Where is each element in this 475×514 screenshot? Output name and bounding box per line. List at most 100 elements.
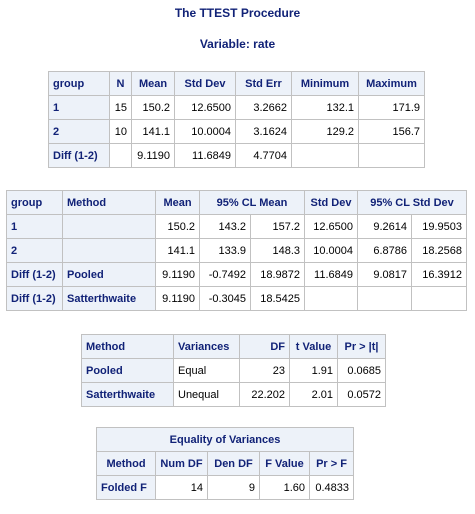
cell bbox=[291, 143, 359, 168]
cell: 14 bbox=[155, 475, 208, 500]
cell: 10.0004 bbox=[174, 119, 236, 144]
column-header: Maximum bbox=[358, 71, 425, 96]
cell: 129.2 bbox=[291, 119, 359, 144]
table-row: Diff (1-2) Satterthwaite 9.1190 -0.3045 … bbox=[6, 286, 467, 311]
variable-title: Variable: rate bbox=[199, 37, 276, 51]
cell: 11.6849 bbox=[174, 143, 236, 168]
cell: 2.01 bbox=[289, 382, 338, 407]
cell bbox=[358, 143, 425, 168]
table-header-row: group Method Mean 95% CL Mean Std Dev 95… bbox=[6, 190, 467, 215]
column-header: Num DF bbox=[155, 451, 208, 476]
cell: 23 bbox=[239, 358, 290, 383]
row-header: Diff (1-2) bbox=[6, 262, 63, 287]
cell: 15 bbox=[109, 95, 132, 120]
cell: 9 bbox=[207, 475, 260, 500]
equality-of-variances-table: Equality of Variances Method Num DF Den … bbox=[96, 427, 354, 500]
column-header: Variances bbox=[173, 334, 240, 359]
row-header: Pooled bbox=[81, 358, 174, 383]
column-header: group bbox=[6, 190, 63, 215]
table-row: Diff (1-2) 9.1190 11.6849 4.7704 bbox=[48, 143, 425, 168]
cell: 157.2 bbox=[250, 214, 305, 239]
cell: -0.7492 bbox=[199, 262, 251, 287]
column-header: DF bbox=[239, 334, 290, 359]
cell: 6.8786 bbox=[357, 238, 412, 263]
cell: 18.5425 bbox=[250, 286, 305, 311]
cell: Equal bbox=[173, 358, 240, 383]
cell: 9.1190 bbox=[131, 143, 175, 168]
column-header: Std Err bbox=[235, 71, 292, 96]
column-header: N bbox=[109, 71, 132, 96]
table-row: Diff (1-2) Pooled 9.1190 -0.7492 18.9872… bbox=[6, 262, 467, 287]
cell: 12.6500 bbox=[304, 214, 358, 239]
cell: 9.2614 bbox=[357, 214, 412, 239]
cell: 10.0004 bbox=[304, 238, 358, 263]
cell: 141.1 bbox=[155, 238, 200, 263]
column-header: Mean bbox=[155, 190, 200, 215]
cell: 0.4833 bbox=[309, 475, 354, 500]
row-header: 1 bbox=[48, 95, 110, 120]
cell: 9.0817 bbox=[357, 262, 412, 287]
table-row: 2 141.1 133.9 148.3 10.0004 6.8786 18.25… bbox=[6, 238, 467, 263]
table-caption-row: Equality of Variances bbox=[96, 427, 354, 452]
cell: 148.3 bbox=[250, 238, 305, 263]
column-header: Std Dev bbox=[174, 71, 236, 96]
row-header: Satterthwaite bbox=[81, 382, 174, 407]
cell: 156.7 bbox=[358, 119, 425, 144]
cell: 4.7704 bbox=[235, 143, 292, 168]
cell bbox=[357, 286, 412, 311]
column-header: 95% CL Std Dev bbox=[357, 190, 467, 215]
cell: 18.2568 bbox=[411, 238, 467, 263]
cell bbox=[109, 143, 132, 168]
table-row: 2 10 141.1 10.0004 3.1624 129.2 156.7 bbox=[48, 119, 425, 144]
cell: 3.2662 bbox=[235, 95, 292, 120]
row-header: 2 bbox=[48, 119, 110, 144]
cell: 143.2 bbox=[199, 214, 251, 239]
table-row: 1 150.2 143.2 157.2 12.6500 9.2614 19.95… bbox=[6, 214, 467, 239]
cell: 19.9503 bbox=[411, 214, 467, 239]
column-header: Mean bbox=[131, 71, 175, 96]
cell: -0.3045 bbox=[199, 286, 251, 311]
procedure-title: The TTEST Procedure bbox=[174, 6, 301, 20]
cell: 150.2 bbox=[155, 214, 200, 239]
cell: 0.0685 bbox=[337, 358, 386, 383]
table-caption: Equality of Variances bbox=[96, 427, 354, 452]
column-header: Pr > F bbox=[309, 451, 354, 476]
cell: 1.60 bbox=[259, 475, 310, 500]
column-header: Den DF bbox=[207, 451, 260, 476]
cell: 132.1 bbox=[291, 95, 359, 120]
cell: 11.6849 bbox=[304, 262, 358, 287]
cell: 141.1 bbox=[131, 119, 175, 144]
cell: 0.0572 bbox=[337, 382, 386, 407]
column-header: 95% CL Mean bbox=[199, 190, 305, 215]
cell: 171.9 bbox=[358, 95, 425, 120]
table-row: 1 15 150.2 12.6500 3.2662 132.1 171.9 bbox=[48, 95, 425, 120]
cell: 133.9 bbox=[199, 238, 251, 263]
cell: 16.3912 bbox=[411, 262, 467, 287]
cell: 1.91 bbox=[289, 358, 338, 383]
cell: 9.1190 bbox=[155, 286, 200, 311]
cell: 18.9872 bbox=[250, 262, 305, 287]
row-header: 2 bbox=[6, 238, 63, 263]
table-header-row: group N Mean Std Dev Std Err Minimum Max… bbox=[48, 71, 425, 96]
column-header: Method bbox=[81, 334, 174, 359]
column-header: group bbox=[48, 71, 110, 96]
cell bbox=[304, 286, 358, 311]
cell: 150.2 bbox=[131, 95, 175, 120]
column-header: Pr > |t| bbox=[337, 334, 386, 359]
cell: 3.1624 bbox=[235, 119, 292, 144]
row-header: Satterthwaite bbox=[62, 286, 156, 311]
row-header: Diff (1-2) bbox=[48, 143, 110, 168]
row-header bbox=[62, 214, 156, 239]
ttests-table: Method Variances DF t Value Pr > |t| Poo… bbox=[81, 334, 386, 407]
column-header: Method bbox=[96, 451, 156, 476]
cell: Unequal bbox=[173, 382, 240, 407]
table-header-row: Method Variances DF t Value Pr > |t| bbox=[81, 334, 386, 359]
table-row: Pooled Equal 23 1.91 0.0685 bbox=[81, 358, 386, 383]
table-header-row: Method Num DF Den DF F Value Pr > F bbox=[96, 451, 354, 476]
cell: 12.6500 bbox=[174, 95, 236, 120]
column-header: Std Dev bbox=[304, 190, 358, 215]
table-row: Folded F 14 9 1.60 0.4833 bbox=[96, 475, 354, 500]
statistics-table: group N Mean Std Dev Std Err Minimum Max… bbox=[48, 71, 425, 168]
cell: 10 bbox=[109, 119, 132, 144]
confidence-limits-table: group Method Mean 95% CL Mean Std Dev 95… bbox=[6, 190, 467, 311]
